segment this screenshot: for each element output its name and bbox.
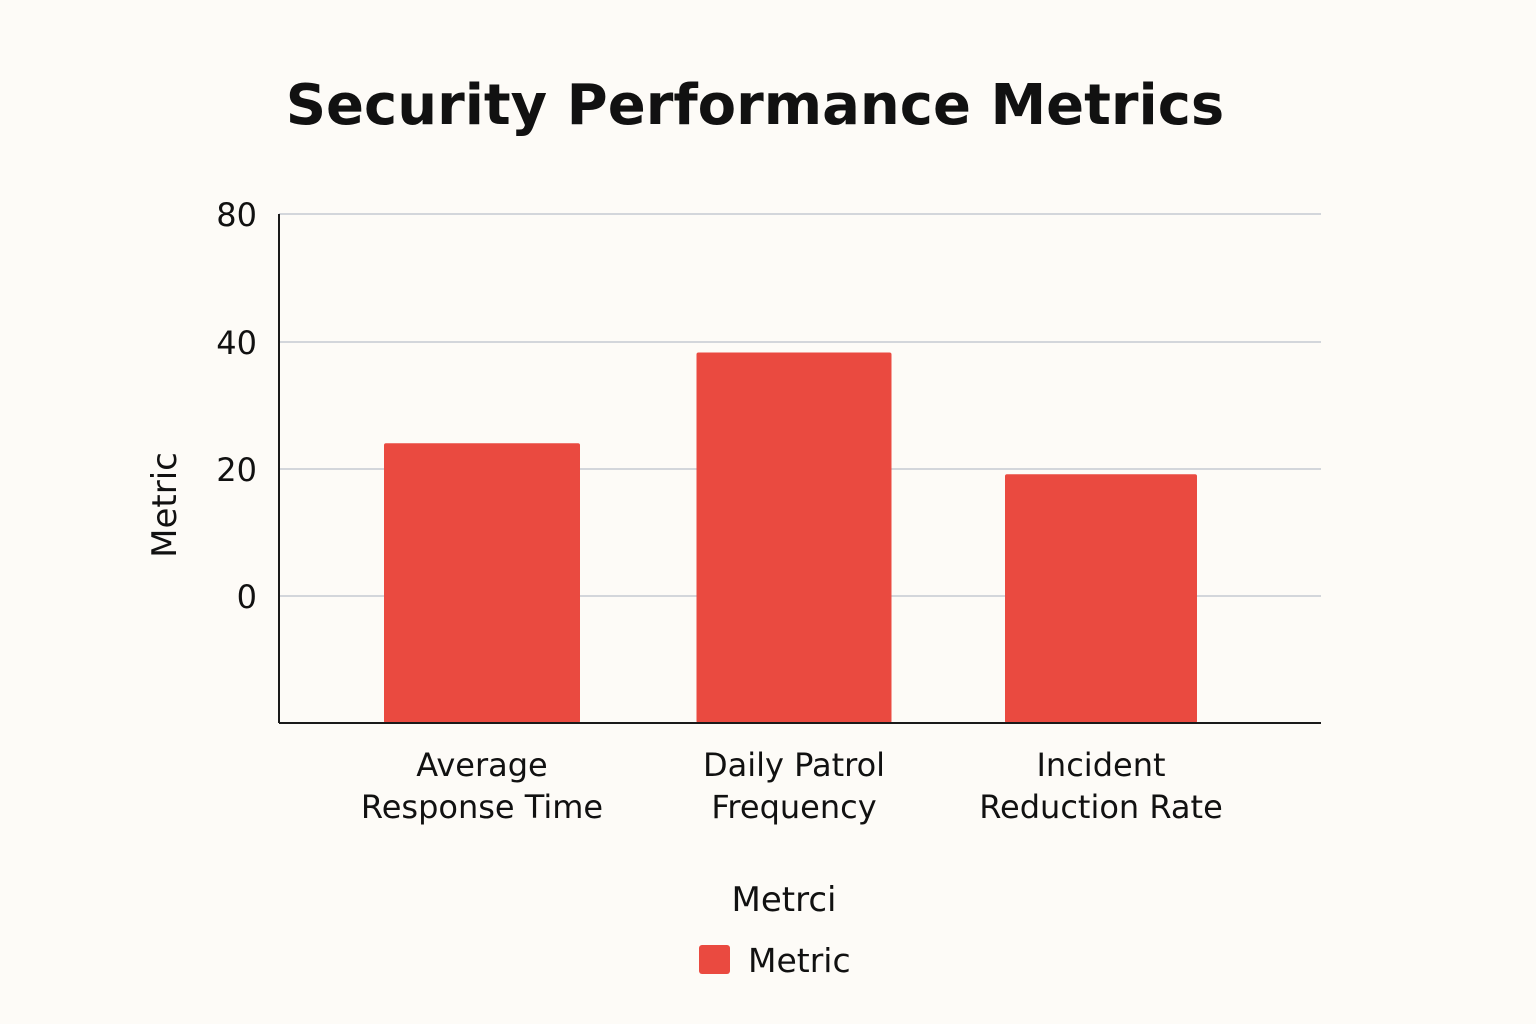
bar: [696, 352, 892, 723]
x-tick-label: Reduction Rate: [979, 788, 1223, 826]
x-tick-label: Incident: [1036, 746, 1165, 784]
x-tick-label: Response Time: [361, 788, 603, 826]
chart-title: Security Performance Metrics: [286, 73, 1225, 138]
y-tick-label: 80: [216, 196, 257, 234]
y-tick-labels: 80 40 20 0: [216, 196, 257, 616]
bar: [1005, 474, 1197, 723]
x-tick-label: Frequency: [711, 788, 876, 826]
x-tick-labels: Average Response Time Daily Patrol Frequenc…: [361, 746, 1223, 826]
bars: [384, 352, 1197, 723]
bar: [384, 443, 580, 723]
legend: Metric: [699, 941, 851, 980]
y-tick-label: 0: [237, 578, 257, 616]
y-axis-title: Metric: [145, 452, 185, 558]
legend-swatch: [699, 945, 730, 974]
x-tick-label: Daily Patrol: [703, 746, 885, 784]
y-tick-label: 20: [216, 451, 257, 489]
legend-label: Metric: [748, 941, 851, 980]
x-axis-title: Metrci: [732, 880, 837, 920]
y-tick-label: 40: [216, 324, 257, 362]
x-tick-label: Average: [416, 746, 547, 784]
